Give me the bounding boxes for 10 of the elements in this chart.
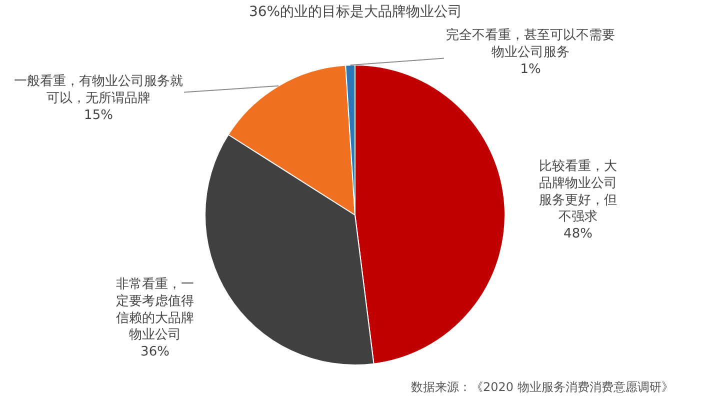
data-label: 48%: [564, 226, 592, 242]
data-label: 15%: [84, 108, 113, 123]
source-note: 数据来源：《2020 物业服务消费消费意愿调研》: [411, 380, 674, 394]
slice-label: 一般看重，有物业公司服务就可以，无所谓品牌: [14, 74, 183, 106]
data-label: 1%: [520, 62, 541, 77]
data-label: 36%: [140, 344, 170, 360]
slice-label: 非常看重，一定要考虑值得信赖的大品牌物业公司: [116, 277, 194, 343]
chart-title: 36%的业的目标是大品牌物业公司: [248, 4, 462, 20]
slice-label: 比较看重，大品牌物业公司服务更好，但不强求: [539, 159, 617, 225]
slice-label: 完全不看重，甚至可以不需要物业公司服务: [446, 27, 615, 60]
